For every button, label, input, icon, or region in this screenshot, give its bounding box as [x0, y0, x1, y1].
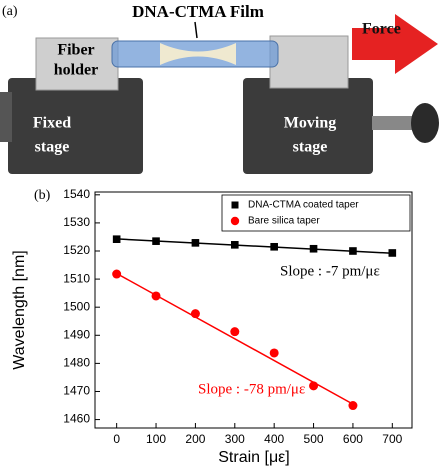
x-tick-label: 300 [225, 432, 245, 446]
fixed-label: stage [35, 139, 70, 156]
x-tick-label: 700 [382, 432, 402, 446]
y-tick-label: 1460 [63, 412, 90, 426]
marker [309, 244, 318, 253]
knob [411, 103, 439, 143]
holder-label: holder [54, 62, 98, 79]
x-tick-label: 100 [146, 432, 166, 446]
x-tick-label: 400 [264, 432, 284, 446]
x-tick-label: 200 [185, 432, 205, 446]
moving-label: stage [293, 139, 328, 156]
x-axis-label: Strain [με] [218, 449, 289, 466]
holder-label: Fiber [57, 42, 94, 59]
marker [388, 249, 397, 257]
stage-side [0, 92, 12, 142]
film-pointer [194, 21, 198, 39]
y-axis-label: Wavelength [nm] [11, 250, 28, 369]
force-label: Force [362, 21, 401, 38]
legend-label: DNA-CTMA coated taper [248, 200, 359, 211]
marker [270, 242, 278, 251]
x-tick-label: 600 [343, 432, 363, 446]
y-tick-label: 1490 [63, 327, 90, 341]
film-label: DNA-CTMA Film [132, 2, 264, 21]
marker [112, 235, 121, 243]
fixed-stage [8, 78, 143, 174]
y-tick-label: 1520 [63, 243, 90, 257]
slope-annotation: Slope : -78 pm/με [198, 381, 305, 397]
plot-frame [94, 191, 413, 429]
legend-marker [230, 216, 240, 226]
marker [151, 291, 161, 301]
marker [191, 239, 200, 247]
marker [230, 327, 240, 337]
y-tick-label: 1530 [63, 215, 90, 229]
legend-marker [231, 201, 239, 209]
y-tick-label: 1470 [63, 384, 90, 398]
marker [309, 381, 319, 391]
fixed-label: Fixed [33, 115, 71, 132]
y-tick-label: 1500 [63, 299, 90, 313]
moving-stage [243, 78, 373, 174]
y-tick-label: 1510 [63, 271, 90, 285]
marker [190, 309, 200, 319]
panel-label: (b) [34, 188, 51, 203]
fiber-holder-left [35, 37, 119, 91]
moving-label: Moving [284, 115, 336, 132]
marker [269, 348, 279, 358]
film [160, 43, 236, 65]
force-arrow [352, 14, 438, 74]
legend-box [221, 194, 411, 232]
panel-label: (a) [2, 4, 18, 19]
legend-label: Bare silica taper [248, 216, 320, 227]
fiber-holder-right [269, 35, 349, 89]
setup-diagram: (a) DNA-CTMA Film Fiber holder Fixed sta… [0, 2, 439, 174]
slope-annotation: Slope : -7 pm/με [280, 263, 380, 279]
x-tick-label: 0 [113, 432, 120, 446]
y-tick-label: 1540 [63, 187, 90, 201]
marker [112, 269, 122, 279]
marker [152, 237, 160, 245]
marker [349, 247, 357, 255]
marker [230, 241, 239, 249]
x-tick-label: 500 [304, 432, 324, 446]
screw [372, 116, 412, 130]
marker [348, 401, 358, 411]
fit-line [116, 238, 393, 254]
y-tick-label: 1480 [63, 356, 90, 370]
